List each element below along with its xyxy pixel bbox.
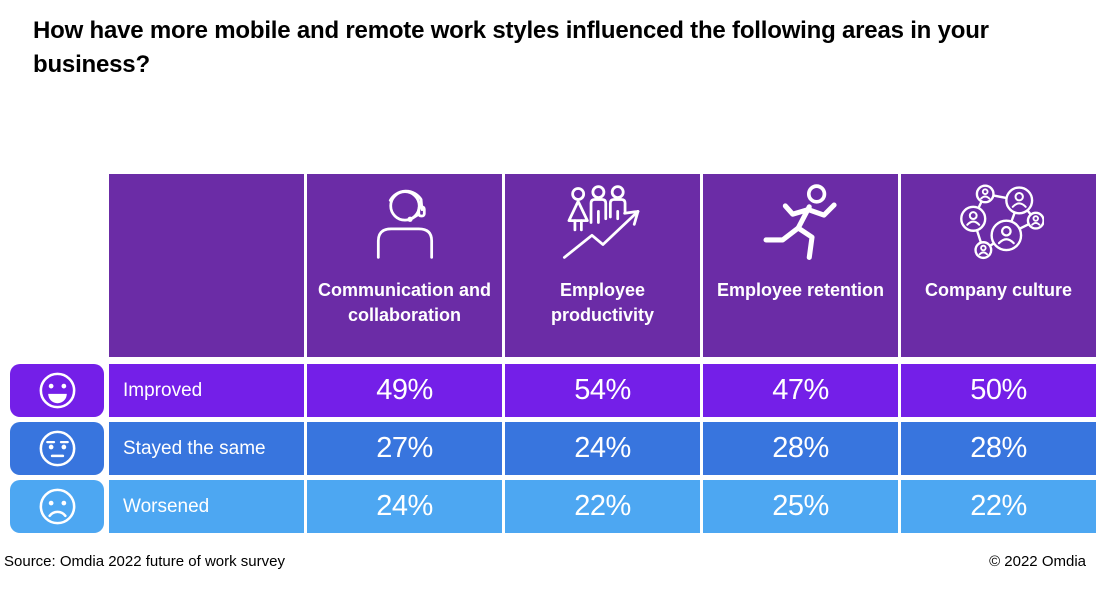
- value-cell: 25%: [703, 480, 898, 533]
- happy-face-icon: [10, 364, 104, 417]
- source-note: Source: Omdia 2022 future of work survey: [4, 553, 285, 570]
- column-label: Employee retention: [716, 280, 885, 300]
- value-cell: 27%: [307, 422, 502, 475]
- row-label: Stayed the same: [109, 422, 304, 475]
- column-label: Communication and collaboration: [317, 280, 491, 325]
- page-title: How have more mobile and remote work sty…: [33, 17, 989, 79]
- table-header-row: Communication and collaboration: [109, 174, 1096, 357]
- header-cell-communication: Communication and collaboration: [307, 174, 502, 357]
- table-row-improved: Improved 49% 54% 47% 50%: [109, 364, 1096, 417]
- value-cell: 47%: [703, 364, 898, 417]
- row-label: Improved: [109, 364, 304, 417]
- value-cell: 50%: [901, 364, 1096, 417]
- value-cell: 24%: [505, 422, 700, 475]
- neutral-face-icon: [10, 422, 104, 475]
- copyright-note: © 2022 Omdia: [989, 553, 1086, 570]
- column-label: Company culture: [924, 280, 1073, 300]
- value-cell: 22%: [901, 480, 1096, 533]
- header-cell-empty: [109, 174, 304, 357]
- value-cell: 28%: [703, 422, 898, 475]
- people-growth-arrow-icon: [557, 182, 649, 274]
- value-cell: 22%: [505, 480, 700, 533]
- sad-face-icon: [10, 480, 104, 533]
- value-cell: 24%: [307, 480, 502, 533]
- value-cell: 49%: [307, 364, 502, 417]
- value-cell: 28%: [901, 422, 1096, 475]
- running-person-icon: [755, 182, 847, 274]
- headset-person-icon: [359, 182, 451, 274]
- row-label: Worsened: [109, 480, 304, 533]
- table-row-stayed-the-same: Stayed the same 27% 24% 28% 28%: [109, 422, 1096, 475]
- header-cell-productivity: Employee productivity: [505, 174, 700, 357]
- header-cell-culture: Company culture: [901, 174, 1096, 357]
- value-cell: 54%: [505, 364, 700, 417]
- column-label: Employee productivity: [550, 280, 654, 325]
- header-cell-retention: Employee retention: [703, 174, 898, 357]
- table-row-worsened: Worsened 24% 22% 25% 22%: [109, 480, 1096, 533]
- people-network-icon: [953, 182, 1045, 274]
